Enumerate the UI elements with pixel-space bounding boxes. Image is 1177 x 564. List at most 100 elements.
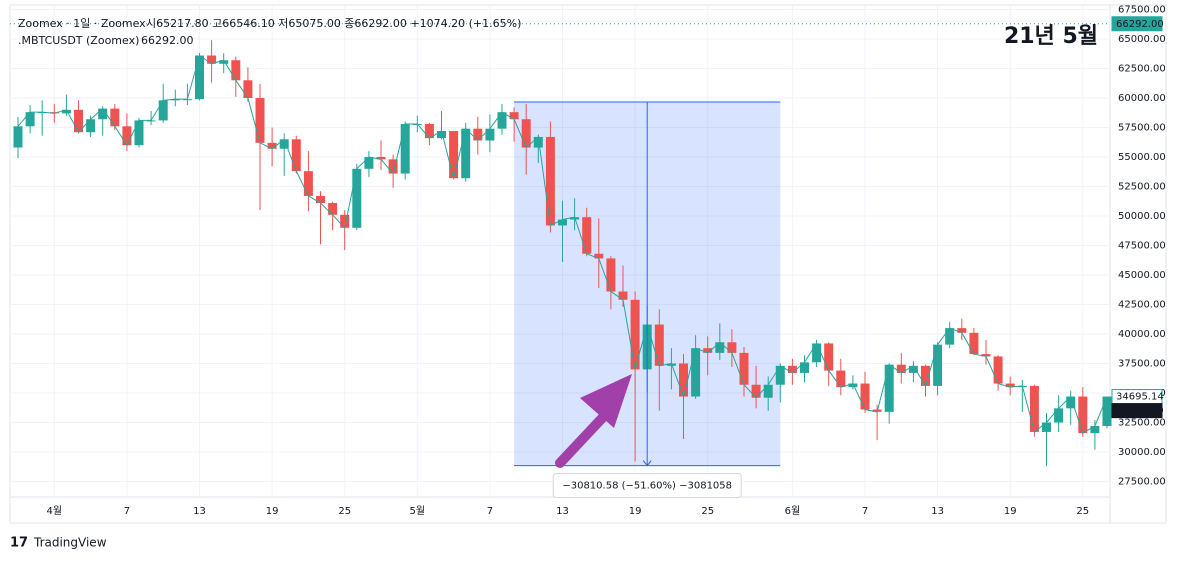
candle-body	[74, 109, 83, 133]
x-tick-label: 13	[556, 506, 569, 517]
candle-body	[981, 354, 991, 357]
y-tick-label: 60000.00	[1118, 93, 1166, 104]
candle-body	[376, 156, 386, 160]
candle-body	[751, 384, 761, 398]
legend-title: Zoomex · 1일 · Zoomex	[18, 16, 146, 30]
candle-body	[558, 219, 567, 226]
candle-body	[993, 356, 1003, 384]
candle-body	[884, 364, 894, 412]
price-label-box	[1111, 403, 1163, 419]
candle-body	[654, 324, 664, 366]
candle-body	[800, 362, 809, 373]
candle-body	[582, 217, 592, 254]
candle-body	[25, 112, 35, 127]
y-tick-label: 27500.00	[1118, 476, 1166, 487]
legend-ohlc: 시65217.80 고66546.10 저65075.00 종66292.00 …	[146, 17, 521, 30]
candle-body	[122, 126, 132, 146]
x-tick-label: 4월	[47, 505, 63, 517]
candle-body	[110, 108, 120, 127]
purple-arrow	[555, 374, 632, 468]
candle-body	[618, 291, 628, 300]
candle-body	[812, 343, 822, 363]
price-label: 34690.50	[1116, 406, 1164, 417]
y-tick-label: 37500.00	[1118, 358, 1166, 369]
y-tick-label: 62500.00	[1118, 63, 1166, 74]
x-tick-label: 7	[124, 506, 130, 517]
legend-symbol-value: 66292.00	[141, 34, 194, 47]
x-tick-label: 19	[1004, 506, 1017, 517]
y-tick-label: 55000.00	[1118, 152, 1166, 163]
x-tick-label: 19	[629, 506, 642, 517]
candle-body	[437, 131, 446, 139]
candle-body	[739, 352, 749, 385]
candle-body	[86, 119, 96, 133]
candle-body	[969, 332, 979, 355]
candle-body	[606, 258, 616, 292]
candle-body	[449, 131, 459, 179]
candle-body	[303, 171, 313, 196]
candle-body	[594, 253, 604, 259]
candle-body	[497, 112, 507, 129]
candle-body	[1066, 396, 1076, 409]
y-tick-label: 52500.00	[1118, 181, 1166, 192]
candle-body	[424, 123, 434, 139]
candle-body	[98, 108, 108, 120]
candle-body	[219, 60, 229, 64]
y-tick-label: 50000.00	[1118, 211, 1166, 222]
candle-body	[727, 342, 737, 353]
candle-body	[945, 328, 955, 345]
candle-body	[896, 364, 906, 373]
candle-body	[921, 365, 930, 386]
candle-body	[521, 119, 531, 148]
candle-body	[1005, 383, 1015, 388]
candle-body	[340, 214, 350, 228]
candle-body	[1090, 426, 1100, 434]
candle-body	[352, 168, 362, 228]
x-tick-label: 6월	[785, 505, 801, 517]
candle-body	[134, 120, 144, 146]
y-tick-label: 65000.00	[1118, 34, 1166, 45]
candle-body	[170, 99, 180, 101]
tradingview-logo: 17	[10, 536, 28, 551]
candle-body	[255, 97, 265, 143]
candle-body	[158, 100, 168, 121]
candle-body	[485, 128, 495, 141]
candle-body	[957, 328, 967, 333]
candle-body	[703, 348, 713, 353]
measure-arrowhead	[642, 460, 652, 467]
candle-body	[1102, 396, 1112, 427]
legend-symbol: .MBTCUSDT (Zoomex)	[18, 34, 139, 47]
candle-body	[545, 136, 555, 226]
x-tick-label: 19	[266, 506, 279, 517]
y-tick-label: 42500.00	[1118, 299, 1166, 310]
y-tick-label: 57500.00	[1118, 122, 1166, 133]
candle-body	[388, 159, 398, 174]
candle-body	[61, 109, 71, 114]
price-label: 66292.00	[1116, 19, 1164, 30]
candle-body	[860, 383, 870, 410]
candle-body	[400, 123, 410, 174]
candle-body	[1042, 422, 1051, 432]
x-tick-label: 7	[487, 506, 493, 517]
candle-body	[195, 55, 204, 100]
candle-body	[1078, 396, 1088, 434]
candle-body	[243, 80, 253, 98]
candle-body	[13, 126, 23, 148]
y-tick-label: 67500.00	[1118, 4, 1166, 15]
annotation: 21년 5월	[1004, 24, 1098, 49]
candle-body	[364, 156, 374, 169]
candle-body	[824, 343, 834, 371]
candle-body	[775, 365, 785, 385]
candle-body	[908, 365, 918, 373]
price-label: 34695.14	[1116, 392, 1164, 403]
candle-body	[691, 348, 701, 397]
candle-body	[509, 112, 519, 120]
candle-body	[1054, 408, 1064, 423]
y-tick-label: 32500.00	[1118, 417, 1166, 428]
y-tick-label: 47500.00	[1118, 240, 1166, 251]
candle-body	[533, 136, 543, 148]
candle-body	[207, 55, 217, 64]
x-tick-label: 13	[193, 506, 206, 517]
candle-body	[787, 365, 797, 373]
